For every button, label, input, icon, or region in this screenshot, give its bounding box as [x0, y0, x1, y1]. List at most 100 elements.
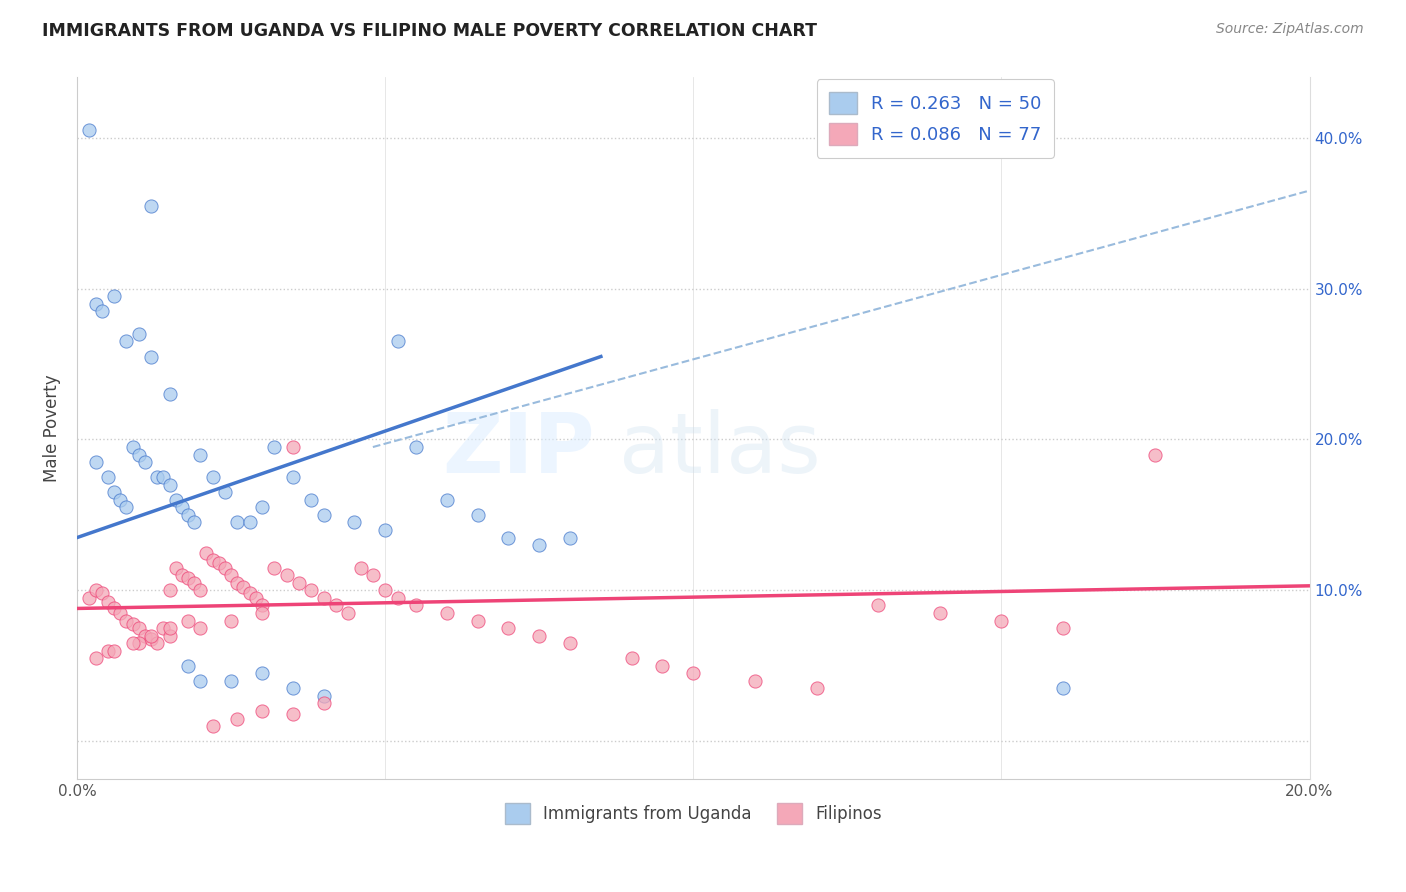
Point [620, 651, 643, 665]
Point [84, 455, 107, 469]
Point [1144, 448, 1167, 462]
Point [299, 583, 322, 598]
Point [281, 707, 304, 722]
Text: IMMIGRANTS FROM UGANDA VS FILIPINO MALE POVERTY CORRELATION CHART: IMMIGRANTS FROM UGANDA VS FILIPINO MALE … [42, 22, 817, 40]
Point [312, 591, 335, 605]
Point [405, 440, 427, 454]
Point [159, 477, 181, 491]
Point [349, 560, 371, 574]
Point [139, 350, 162, 364]
Point [134, 629, 156, 643]
Point [177, 508, 200, 522]
Point [239, 516, 262, 530]
Text: ZIP: ZIP [443, 409, 595, 490]
Point [374, 583, 396, 598]
Point [146, 636, 169, 650]
Legend: Immigrants from Uganda, Filipinos: Immigrants from Uganda, Filipinos [495, 793, 891, 834]
Point [990, 614, 1012, 628]
Point [79, 123, 101, 137]
Point [165, 560, 187, 574]
Point [436, 492, 458, 507]
Point [103, 289, 125, 303]
Point [263, 440, 285, 454]
Point [188, 673, 211, 688]
Point [436, 606, 458, 620]
Point [201, 719, 224, 733]
Point [152, 470, 174, 484]
Point [115, 500, 138, 515]
Point [276, 568, 298, 582]
Point [139, 199, 162, 213]
Point [103, 643, 125, 657]
Point [134, 455, 156, 469]
Point [558, 531, 581, 545]
Point [529, 629, 551, 643]
Point [170, 568, 193, 582]
Point [374, 523, 396, 537]
Point [239, 586, 262, 600]
Point [128, 326, 150, 341]
Text: atlas: atlas [620, 409, 821, 490]
Point [214, 485, 236, 500]
Point [219, 673, 242, 688]
Point [97, 595, 120, 609]
Point [343, 516, 366, 530]
Point [226, 516, 249, 530]
Point [744, 673, 766, 688]
Point [195, 546, 218, 560]
Point [110, 492, 132, 507]
Point [183, 575, 205, 590]
Point [312, 508, 335, 522]
Point [250, 599, 273, 613]
Point [97, 470, 120, 484]
Point [467, 508, 489, 522]
Text: Source: ZipAtlas.com: Source: ZipAtlas.com [1216, 22, 1364, 37]
Point [498, 621, 520, 635]
Point [928, 606, 950, 620]
Point [159, 621, 181, 635]
Point [214, 560, 236, 574]
Point [232, 580, 254, 594]
Point [97, 643, 120, 657]
Point [121, 440, 143, 454]
Point [558, 636, 581, 650]
Point [188, 448, 211, 462]
Point [226, 712, 249, 726]
Point [177, 614, 200, 628]
Point [250, 704, 273, 718]
Point [361, 568, 384, 582]
Point [103, 601, 125, 615]
Point [868, 599, 890, 613]
Point [159, 387, 181, 401]
Point [177, 658, 200, 673]
Point [128, 636, 150, 650]
Point [146, 470, 169, 484]
Point [188, 583, 211, 598]
Point [1052, 681, 1074, 696]
Point [170, 500, 193, 515]
Point [529, 538, 551, 552]
Point [263, 560, 285, 574]
Point [188, 621, 211, 635]
Point [152, 621, 174, 635]
Point [806, 681, 828, 696]
Point [250, 606, 273, 620]
Point [159, 583, 181, 598]
Point [115, 614, 138, 628]
Point [128, 448, 150, 462]
Point [682, 666, 704, 681]
Point [121, 616, 143, 631]
Point [387, 591, 409, 605]
Point [208, 556, 231, 570]
Y-axis label: Male Poverty: Male Poverty [44, 375, 60, 482]
Point [288, 575, 311, 590]
Point [139, 632, 162, 646]
Point [299, 492, 322, 507]
Point [165, 492, 187, 507]
Point [405, 599, 427, 613]
Point [312, 697, 335, 711]
Point [219, 568, 242, 582]
Point [84, 296, 107, 310]
Point [84, 651, 107, 665]
Point [201, 470, 224, 484]
